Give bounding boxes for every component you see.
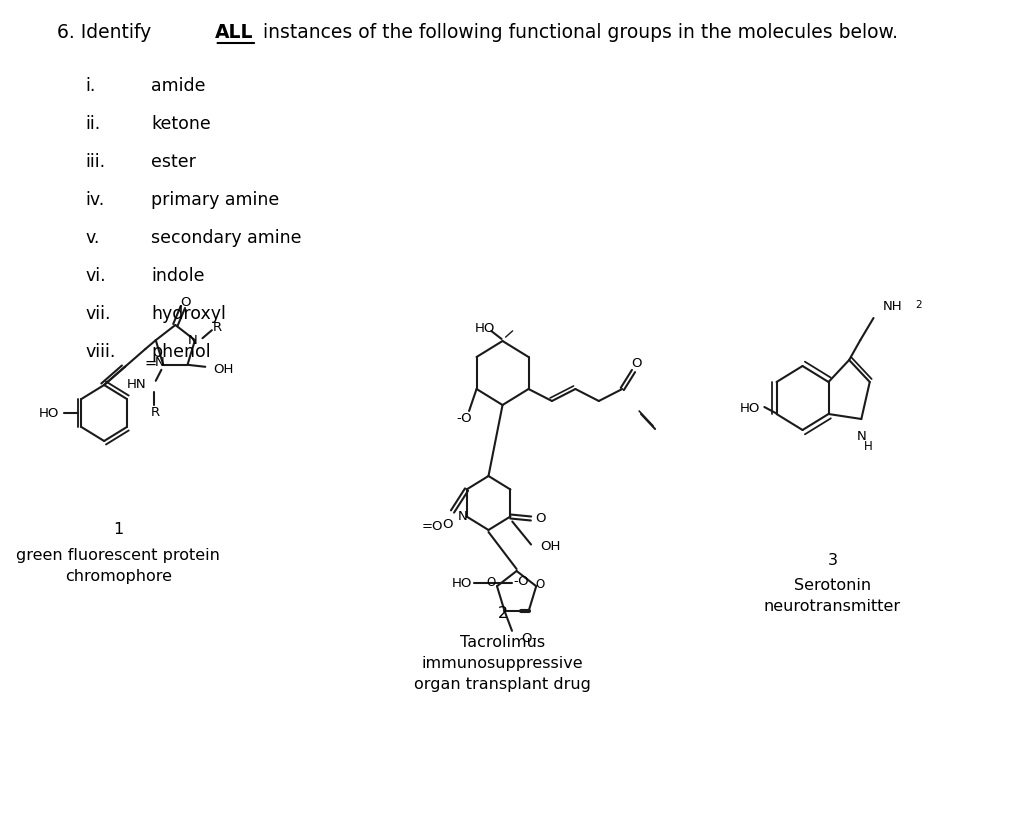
Text: 2: 2 — [498, 606, 508, 620]
Text: 6. Identify: 6. Identify — [57, 23, 158, 43]
Text: R: R — [152, 406, 161, 419]
Text: ester: ester — [151, 153, 196, 171]
Text: O: O — [180, 296, 190, 308]
Text: iv.: iv. — [85, 191, 104, 209]
Text: HO: HO — [739, 401, 760, 415]
Text: O: O — [536, 512, 546, 525]
Text: ii.: ii. — [85, 115, 100, 133]
Text: vi.: vi. — [85, 267, 106, 285]
Text: ALL: ALL — [215, 23, 253, 43]
Text: HN: HN — [127, 378, 146, 391]
Text: N: N — [188, 334, 198, 347]
Text: =: = — [145, 356, 157, 370]
Text: ketone: ketone — [151, 115, 211, 133]
Text: i.: i. — [85, 77, 96, 95]
Text: phenol: phenol — [151, 343, 211, 361]
Text: 3: 3 — [827, 552, 838, 567]
Text: N: N — [856, 430, 866, 442]
Text: indole: indole — [151, 267, 205, 285]
Text: O: O — [631, 356, 642, 370]
Text: O: O — [536, 577, 545, 591]
Text: hydroxyl: hydroxyl — [151, 305, 226, 323]
Text: iii.: iii. — [85, 153, 105, 171]
Text: -O: -O — [457, 412, 472, 426]
Text: R: R — [213, 321, 222, 334]
Text: N: N — [458, 510, 468, 523]
Text: HO: HO — [453, 577, 472, 589]
Text: NH: NH — [883, 299, 902, 313]
Text: H: H — [863, 439, 872, 453]
Text: Tacrolimus
immunosuppressive
organ transplant drug: Tacrolimus immunosuppressive organ trans… — [414, 634, 591, 691]
Text: HO: HO — [39, 406, 59, 420]
Text: v.: v. — [85, 229, 99, 247]
Text: instances of the following functional groups in the molecules below.: instances of the following functional gr… — [257, 23, 898, 43]
Text: green fluorescent protein
chromophore: green fluorescent protein chromophore — [16, 548, 220, 584]
Text: 1: 1 — [113, 523, 123, 537]
Text: OH: OH — [214, 364, 234, 376]
Text: viii.: viii. — [85, 343, 116, 361]
Text: -O: -O — [513, 575, 529, 587]
Text: O: O — [442, 518, 453, 531]
Text: 2: 2 — [914, 300, 922, 310]
Text: Serotonin
neurotransmitter: Serotonin neurotransmitter — [764, 578, 901, 614]
Text: primary amine: primary amine — [151, 191, 280, 209]
Text: secondary amine: secondary amine — [151, 229, 301, 247]
Text: OH: OH — [541, 540, 561, 553]
Text: amide: amide — [151, 77, 206, 95]
Text: =O: =O — [421, 520, 442, 533]
Text: vii.: vii. — [85, 305, 111, 323]
Text: O: O — [486, 576, 496, 589]
Text: N: N — [155, 356, 165, 370]
Text: HO: HO — [475, 323, 495, 335]
Text: O-: O- — [521, 633, 537, 645]
